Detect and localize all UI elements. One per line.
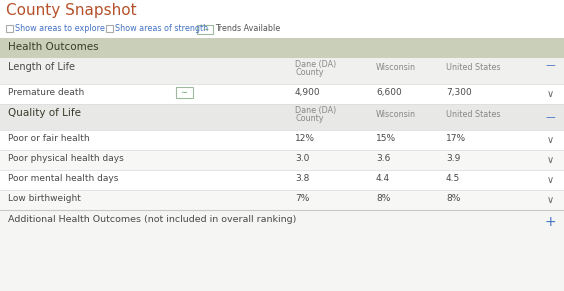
Bar <box>0 38 564 58</box>
Text: +: + <box>544 215 556 229</box>
Text: 4,900: 4,900 <box>295 88 320 97</box>
Text: ∨: ∨ <box>547 89 553 99</box>
Text: ∨: ∨ <box>547 195 553 205</box>
Bar <box>0 130 564 150</box>
Text: ∨: ∨ <box>547 155 553 165</box>
Text: County Snapshot: County Snapshot <box>6 3 136 18</box>
Bar <box>0 150 564 170</box>
Text: 4.4: 4.4 <box>376 174 390 183</box>
Text: County: County <box>295 68 324 77</box>
Bar <box>0 190 564 210</box>
Text: Quality of Life: Quality of Life <box>8 108 81 118</box>
Text: 3.9: 3.9 <box>446 154 460 163</box>
Text: Poor physical health days: Poor physical health days <box>8 154 124 163</box>
Text: 3.8: 3.8 <box>295 174 310 183</box>
Text: 12%: 12% <box>295 134 315 143</box>
Text: 3.6: 3.6 <box>376 154 390 163</box>
Text: Low birthweight: Low birthweight <box>8 194 81 203</box>
Text: Poor or fair health: Poor or fair health <box>8 134 90 143</box>
Text: Premature death: Premature death <box>8 88 84 97</box>
Text: 15%: 15% <box>376 134 396 143</box>
Text: ∨: ∨ <box>547 135 553 145</box>
Text: United States: United States <box>446 63 500 72</box>
Bar <box>0 210 564 291</box>
Text: Dane (DA): Dane (DA) <box>295 60 336 69</box>
Text: Wisconsin: Wisconsin <box>376 63 416 72</box>
Text: ∨: ∨ <box>547 175 553 185</box>
Text: Show areas to explore: Show areas to explore <box>15 24 105 33</box>
Text: Wisconsin: Wisconsin <box>376 110 416 119</box>
Text: Additional Health Outcomes (not included in overall ranking): Additional Health Outcomes (not included… <box>8 215 296 224</box>
Text: —: — <box>545 112 555 122</box>
Text: —: — <box>545 60 555 70</box>
Text: ∼: ∼ <box>202 24 208 33</box>
Text: United States: United States <box>446 110 500 119</box>
Text: Show areas of strength: Show areas of strength <box>115 24 208 33</box>
Text: 17%: 17% <box>446 134 466 143</box>
Text: 6,600: 6,600 <box>376 88 402 97</box>
Text: 4.5: 4.5 <box>446 174 460 183</box>
Text: 7%: 7% <box>295 194 310 203</box>
Bar <box>0 170 564 190</box>
Text: County: County <box>295 114 324 123</box>
Bar <box>6 25 13 32</box>
Bar <box>0 84 564 104</box>
Text: ∼: ∼ <box>180 88 187 97</box>
Bar <box>106 25 113 32</box>
Bar <box>0 58 564 84</box>
Bar <box>197 24 213 33</box>
Text: 8%: 8% <box>376 194 390 203</box>
Text: 8%: 8% <box>446 194 460 203</box>
Text: Health Outcomes: Health Outcomes <box>8 42 99 52</box>
Text: 7,300: 7,300 <box>446 88 472 97</box>
Text: Length of Life: Length of Life <box>8 62 75 72</box>
Bar <box>176 87 193 98</box>
Bar <box>0 104 564 130</box>
Text: Dane (DA): Dane (DA) <box>295 106 336 115</box>
Text: Poor mental health days: Poor mental health days <box>8 174 118 183</box>
Text: Trends Available: Trends Available <box>215 24 280 33</box>
Text: 3.0: 3.0 <box>295 154 310 163</box>
